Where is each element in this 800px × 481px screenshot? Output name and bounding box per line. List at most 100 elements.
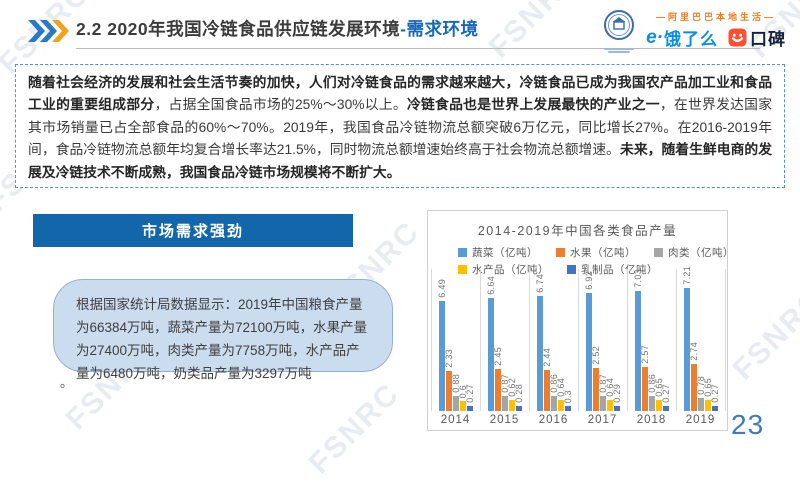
legend-item: 水果（亿吨） (556, 245, 636, 260)
bar-slot: 0.78 (696, 269, 706, 411)
legend-swatch (556, 248, 565, 257)
badge-small-text (604, 48, 635, 50)
title-underline (76, 48, 760, 49)
bar-slot: 2.44 (542, 269, 552, 411)
bar (655, 400, 662, 411)
intro-text-segment: 随着社会经济的发展和社会生活节奏的加快，人们对冷链食品的需求越来越大，冷链食品已… (28, 75, 772, 113)
bar-slot: 0.6 (458, 269, 468, 411)
bar-value-label: 0.27 (709, 384, 720, 403)
bar (459, 401, 466, 411)
legend-swatch (458, 248, 467, 257)
bar (634, 291, 641, 411)
chart-panel: 2014-2019年中国各类食品产量 蔬菜（亿吨） 水果（亿吨） 肉类（亿吨） 水产品… (427, 210, 734, 431)
bar-slot: 0.88 (451, 269, 461, 411)
bar-slot: 6.92 (584, 269, 594, 411)
bar (704, 400, 711, 411)
bar (690, 364, 697, 411)
group-separator-line (627, 269, 628, 411)
bar-group-2018: 7.03 2.57 0.86 0.65 0.27 (627, 269, 676, 411)
bar (613, 406, 620, 411)
bar-value-label: 0.28 (513, 384, 524, 403)
eleme-logo-icon: e· (646, 26, 663, 48)
bar (557, 400, 564, 411)
page-number: 23 (731, 409, 765, 440)
chart-plot-area: 6.49 2.33 0.88 0.6 0.27 6.64 2.45 0.87 0.62 0.28 6… (431, 266, 726, 411)
group-separator-line (431, 269, 432, 411)
legend-item: 肉类（亿吨） (654, 245, 734, 260)
chart-legend: 蔬菜（亿吨） 水果（亿吨） 肉类（亿吨） 水产品（亿吨） 乳制品（亿吨） (458, 244, 734, 278)
bar-slot: 6.74 (535, 269, 545, 411)
bar (606, 400, 613, 411)
bar-slot: 0.29 (611, 269, 622, 411)
bar (494, 369, 501, 411)
bar-group-2017: 6.92 2.52 0.87 0.64 0.29 (578, 269, 627, 411)
bar-slot: 0.27 (661, 269, 671, 411)
chart-x-axis-labels: 2014 2015 2016 2017 2018 2019 (431, 414, 725, 426)
bar-group-2014: 6.49 2.33 0.88 0.6 0.27 (431, 269, 480, 411)
eleme-logo-text: 饿了么 (664, 30, 718, 49)
bar-slot: 2.45 (493, 269, 503, 411)
koubei-logo-text: 口碑 (750, 30, 786, 49)
legend-label: 水果（亿吨） (570, 247, 636, 259)
legend-label: 肉类（亿吨） (668, 247, 734, 259)
page-title-accent: -需求环境 (400, 19, 479, 39)
alibaba-local-life-banner: —阿里巴巴本地生活— (656, 12, 777, 22)
bar-slot: 2.74 (689, 269, 699, 411)
bar-slot: 0.64 (605, 269, 615, 411)
bar (662, 406, 669, 411)
bar (487, 298, 494, 411)
header-chevrons-icon (28, 20, 70, 47)
association-emblem-icon (604, 10, 635, 40)
bar-slot: 6.64 (486, 269, 496, 411)
bar (592, 368, 599, 411)
watermark: FSNRC (726, 282, 800, 387)
bar-slot: 0.65 (654, 269, 664, 411)
watermark: FSNRC (482, 0, 587, 65)
legend-item: 乳制品（亿吨） (567, 262, 658, 277)
stray-period-text: 。 (60, 375, 74, 390)
bar-slot: 2.57 (640, 269, 650, 411)
watermark: FSNRC (302, 376, 407, 481)
bar (683, 288, 690, 411)
bar-slot: 6.49 (437, 269, 447, 411)
badge-small-text (608, 51, 631, 53)
bar-group-2016: 6.74 2.44 0.86 0.64 0.3 (529, 269, 578, 411)
bar (536, 296, 543, 411)
bar-group-2015: 6.64 2.45 0.87 0.62 0.28 (480, 269, 529, 411)
bar-slot: 0.87 (500, 269, 510, 411)
bar-value-label: 0.29 (611, 384, 622, 403)
group-separator-line (725, 269, 726, 411)
bar (711, 406, 718, 411)
bar-slot: 7.21 (682, 266, 692, 411)
x-axis-label: 2017 (587, 414, 618, 426)
bar-slot: 0.27 (709, 269, 720, 411)
bar (550, 396, 557, 411)
bar (515, 406, 522, 411)
statistics-bubble: 根据国家统计局数据显示：2019年中国粮食产量为66384万吨，蔬菜产量为721… (53, 279, 393, 381)
bar-slot: 0.3 (562, 269, 573, 411)
legend-label: 蔬菜（亿吨） (472, 247, 538, 259)
bar-slot: 0.28 (513, 269, 524, 411)
brand-block: —阿里巴巴本地生活— e· 饿了么 口碑 (646, 6, 786, 50)
bar (543, 370, 550, 411)
bar-slot: 0.27 (465, 269, 475, 411)
bar (466, 406, 473, 411)
page-title: 2.2 2020年我国冷链食品供应链发展环境-需求环境 (76, 16, 478, 41)
bar (501, 396, 508, 411)
group-separator-line (480, 269, 481, 411)
intro-text-segment: ，在世界发达国家其市场销量已占全部食品的60%～70%。2019年，我国食品冷链… (28, 97, 773, 158)
koubei-smile-icon (728, 28, 747, 47)
x-axis-label: 2018 (636, 414, 667, 426)
intro-text-segment: 冷链食品也是世界上发展最快的产业之一 (406, 97, 660, 113)
association-badge-logo (600, 9, 638, 53)
header-logos: —阿里巴巴本地生活— e· 饿了么 口碑 (600, 6, 786, 53)
bar (438, 301, 445, 411)
intro-text-segment: ，占据全国食品市场的25%～30%以上。 (154, 97, 407, 113)
bar-slot: 0.86 (647, 269, 657, 411)
bar (564, 406, 571, 411)
bar-slot: 2.33 (444, 269, 454, 411)
bar (445, 371, 452, 411)
legend-swatch (458, 265, 467, 274)
bar-value-label: 0.3 (562, 389, 573, 403)
section-banner: 市场需求强劲 (33, 214, 353, 247)
